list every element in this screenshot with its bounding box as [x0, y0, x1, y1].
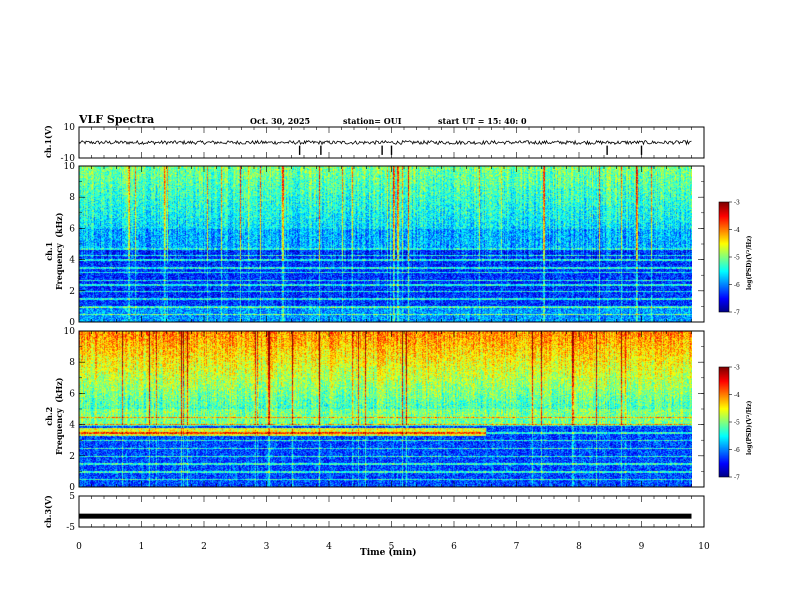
ch1-spectrogram-ylabel-text: ch.1 Frequency (kHz)	[44, 212, 64, 290]
ch2-colorbar-label: log(PSD)(V²/Hz)	[746, 400, 753, 455]
station-label: station= OUI	[343, 116, 402, 126]
ch3-waveform-ytick-label: -5	[66, 523, 75, 533]
ch2-spectrogram-ytick-label: 4	[69, 421, 75, 431]
ch2-spectrogram-ytick-label: 2	[69, 452, 75, 462]
ch2-spectrogram-ytick-label: 6	[69, 389, 75, 399]
ch1-spectrogram-colorbar-tick-label: -3	[734, 200, 740, 207]
ch2-spectrogram-ylabel-text: ch.2 Frequency (kHz)	[44, 377, 64, 455]
ch1-colorbar-label: log(PSD)(V²/Hz)	[746, 235, 753, 290]
ch2-spectrogram-ylabel: ch.2 Frequency (kHz)	[44, 378, 64, 455]
ch1-spectrogram-image	[79, 166, 692, 322]
x-tick-label: 2	[201, 542, 207, 552]
ch1-spectrogram-ytick-label: 0	[69, 318, 75, 328]
ch1-spectrogram-colorbar-tick-label: -7	[734, 310, 740, 317]
ch1-waveform-ylabel: ch.1(V)	[43, 125, 53, 158]
ch2-spectrogram-colorbar	[719, 367, 729, 477]
x-tick-label: 0	[76, 542, 82, 552]
ch1-spectrogram-ytick-label: 8	[69, 193, 75, 203]
ch1-waveform-ytick-label: 10	[64, 123, 76, 133]
ch2-spectrogram-ytick-label: 10	[64, 327, 76, 337]
ch1-waveform-trace	[78, 139, 692, 146]
x-tick-label: 3	[264, 542, 270, 552]
ch1-waveform-ytick-label: -10	[61, 154, 76, 164]
x-tick-label: 5	[389, 542, 395, 552]
x-tick-label: 8	[576, 542, 582, 552]
ch3-waveform-ytick-label: 5	[69, 492, 75, 502]
ch2-spectrogram-colorbar-tick-label: -6	[734, 447, 740, 454]
x-tick-label: 10	[698, 542, 710, 552]
ch2-spectrogram-ytick-label: 0	[69, 483, 75, 493]
ch1-spectrogram-colorbar	[719, 202, 729, 312]
ch1-spectrogram-ytick-label: 2	[69, 287, 75, 297]
x-tick-label: 6	[451, 542, 457, 552]
x-tick-label: 9	[639, 542, 645, 552]
ch1-spectrogram-colorbar-tick-label: -4	[734, 227, 740, 234]
x-tick-label: 7	[514, 542, 520, 552]
ch1-spectrogram-ytick-label: 4	[69, 256, 75, 266]
x-tick-label: 4	[326, 542, 332, 552]
ch3-waveform-trace	[79, 513, 692, 519]
ch2-spectrogram-colorbar-tick-label: -5	[734, 420, 740, 427]
ch1-spectrogram-colorbar-tick-label: -5	[734, 255, 740, 262]
ch1-spectrogram-ytick-label: 6	[69, 224, 75, 234]
figure-title: VLF Spectra	[79, 113, 155, 126]
ch2-spectrogram-ytick-label: 8	[69, 358, 75, 368]
x-axis-label: Time (min)	[360, 548, 417, 558]
ch2-spectrogram-image	[79, 331, 692, 487]
x-tick-label: 1	[139, 542, 145, 552]
ch1-spectrogram-ytick-label: 10	[64, 162, 76, 172]
date-label: Oct. 30, 2025	[250, 116, 311, 126]
ch2-spectrogram-colorbar-tick-label: -3	[734, 365, 740, 372]
ch3-waveform-ylabel: ch.3(V)	[43, 495, 53, 528]
ch1-spectrogram-colorbar-tick-label: -6	[734, 282, 740, 289]
ch1-spectrogram-ylabel: ch.1 Frequency (kHz)	[44, 213, 64, 290]
ch2-spectrogram-colorbar-tick-label: -7	[734, 475, 740, 482]
ch2-spectrogram-colorbar-tick-label: -4	[734, 392, 740, 399]
start-ut-label: start UT = 15: 40: 0	[438, 116, 527, 126]
